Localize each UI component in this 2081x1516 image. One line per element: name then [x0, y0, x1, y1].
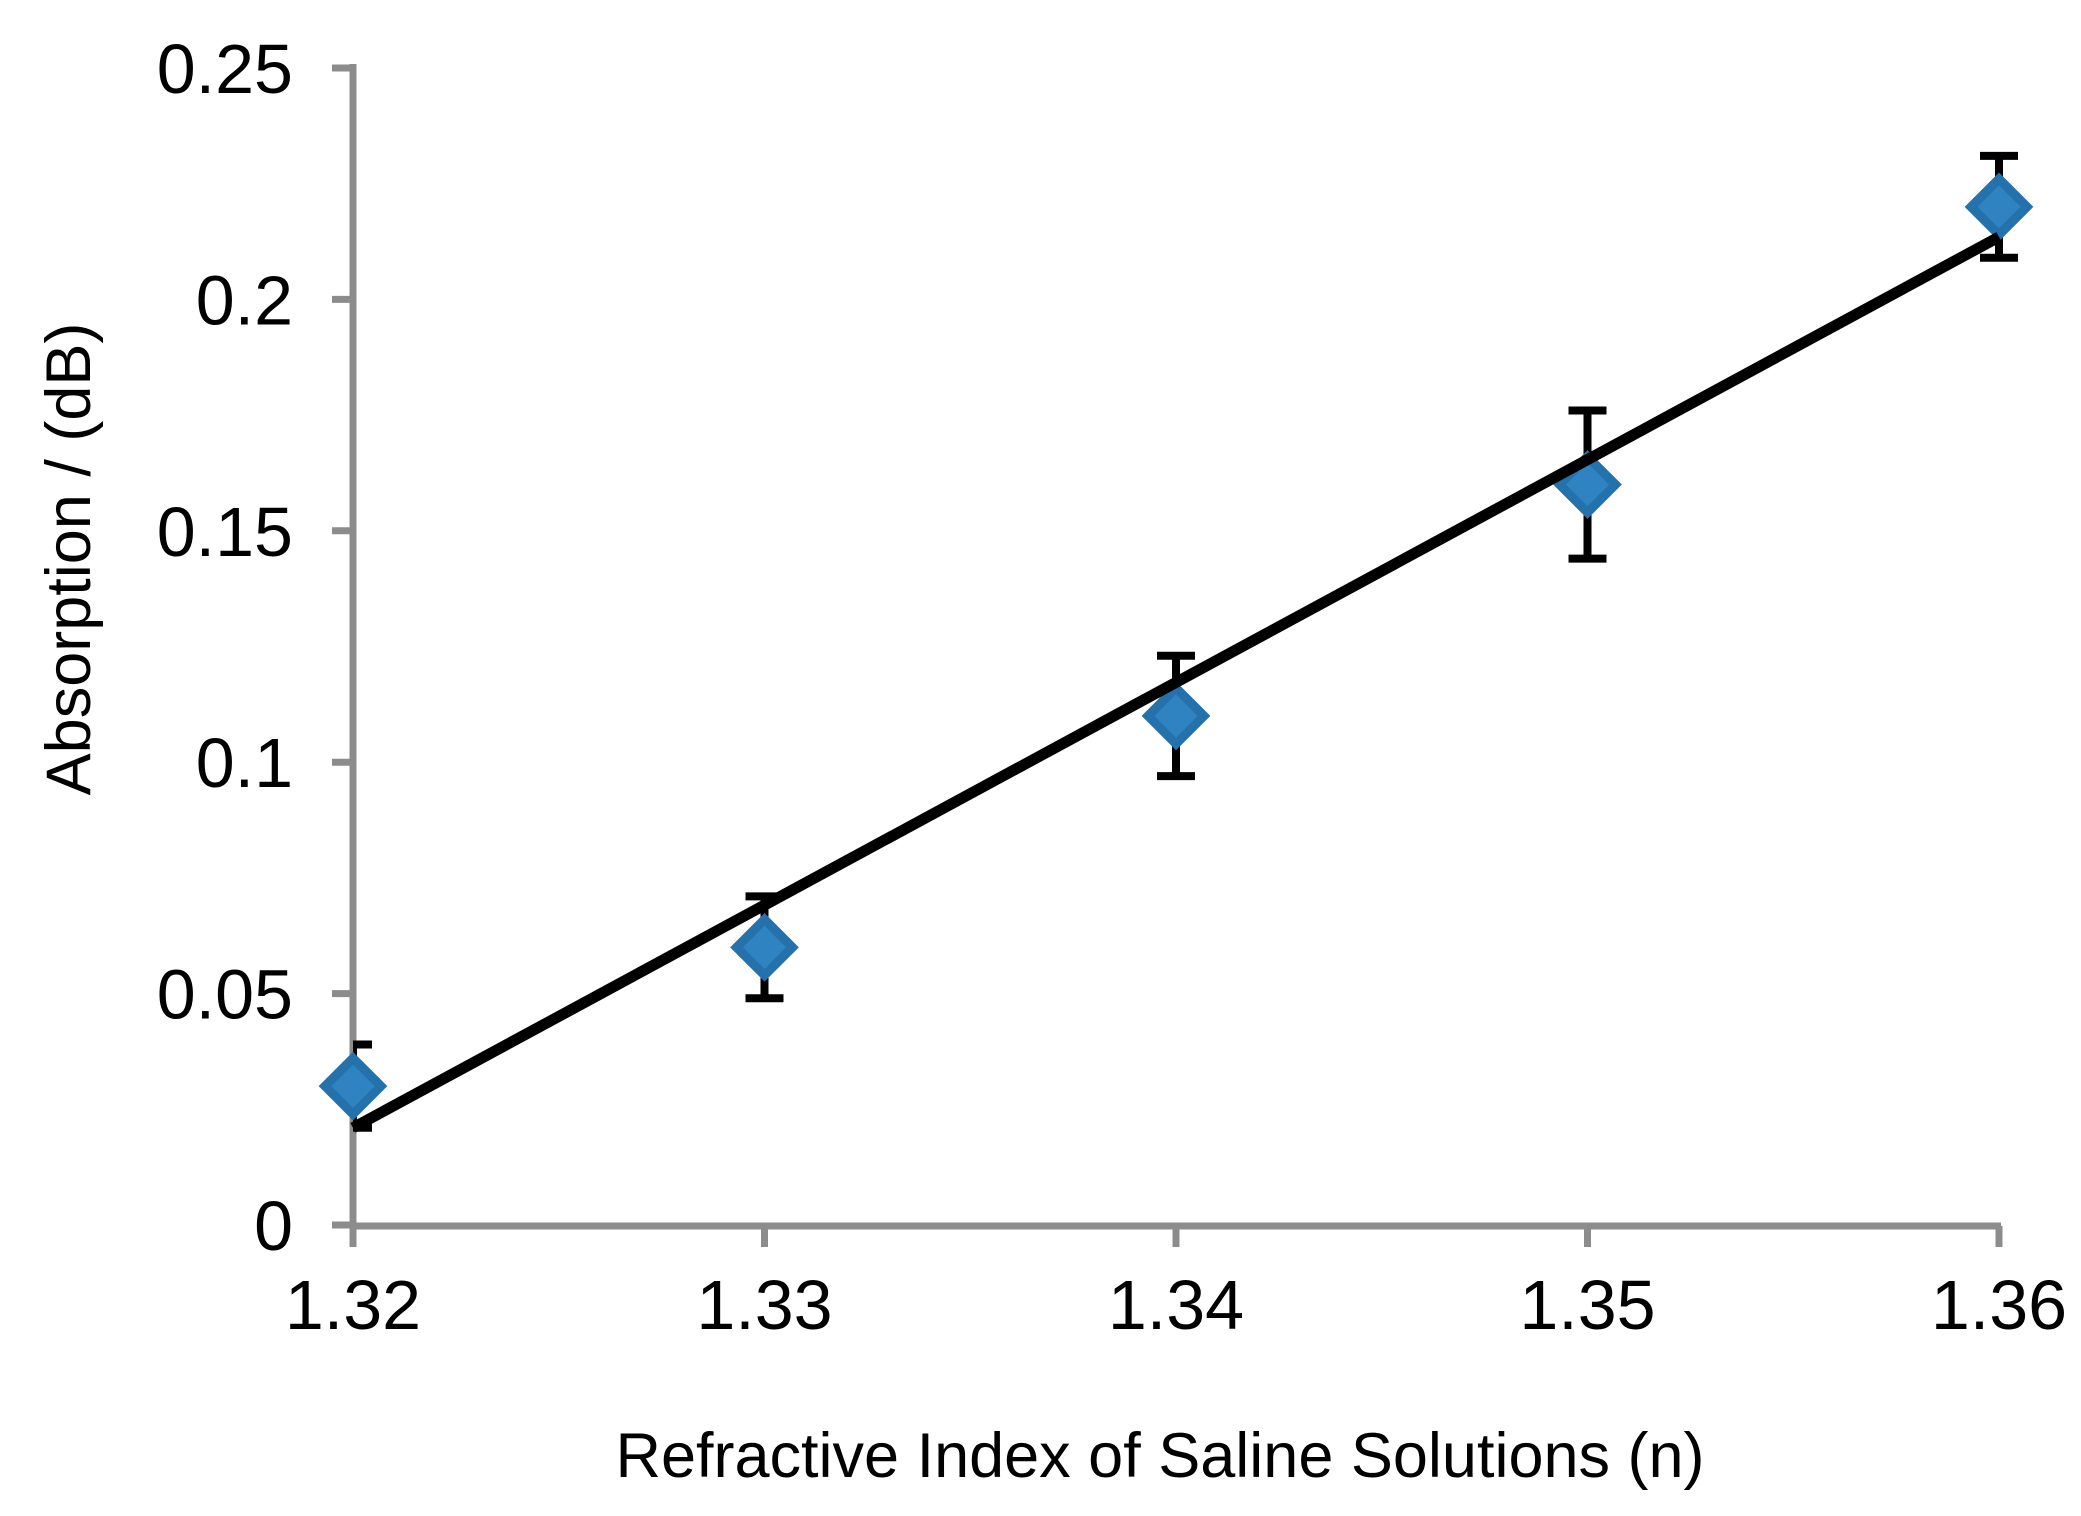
x-tick-label: 1.36 — [1931, 1266, 2067, 1344]
error-bars-layer — [353, 151, 2018, 1132]
y-tick-label: 0.1 — [196, 724, 293, 802]
trendline — [350, 232, 2002, 1133]
data-point-marker — [1141, 681, 1211, 751]
y-tick-label: 0.15 — [157, 493, 293, 571]
markers-layer — [318, 172, 2034, 1121]
data-point-marker — [730, 912, 799, 982]
data-point-marker — [318, 1051, 388, 1121]
y-tick-label: 0 — [254, 1187, 293, 1265]
data-point-marker — [1964, 172, 2034, 242]
trendline-layer — [350, 232, 2002, 1133]
x-tick-label: 1.32 — [285, 1266, 421, 1344]
tick-labels-layer: 0 0.05 0.1 0.15 0.2 0.25 1.32 1.33 1.34 1.35 1.36 — [157, 30, 2067, 1344]
y-axis-title: Absorption / (dB) — [34, 323, 104, 796]
axes-layer — [332, 64, 2003, 1247]
y-tick-label: 0.05 — [157, 956, 293, 1034]
x-axis-title: Refractive Index of Saline Solutions (n) — [615, 1421, 1704, 1491]
y-tick-label: 0.2 — [196, 261, 293, 339]
x-tick-label: 1.35 — [1519, 1266, 1655, 1344]
y-tick-label: 0.25 — [157, 30, 293, 108]
x-tick-label: 1.34 — [1108, 1266, 1244, 1344]
x-tick-label: 1.33 — [696, 1266, 832, 1344]
